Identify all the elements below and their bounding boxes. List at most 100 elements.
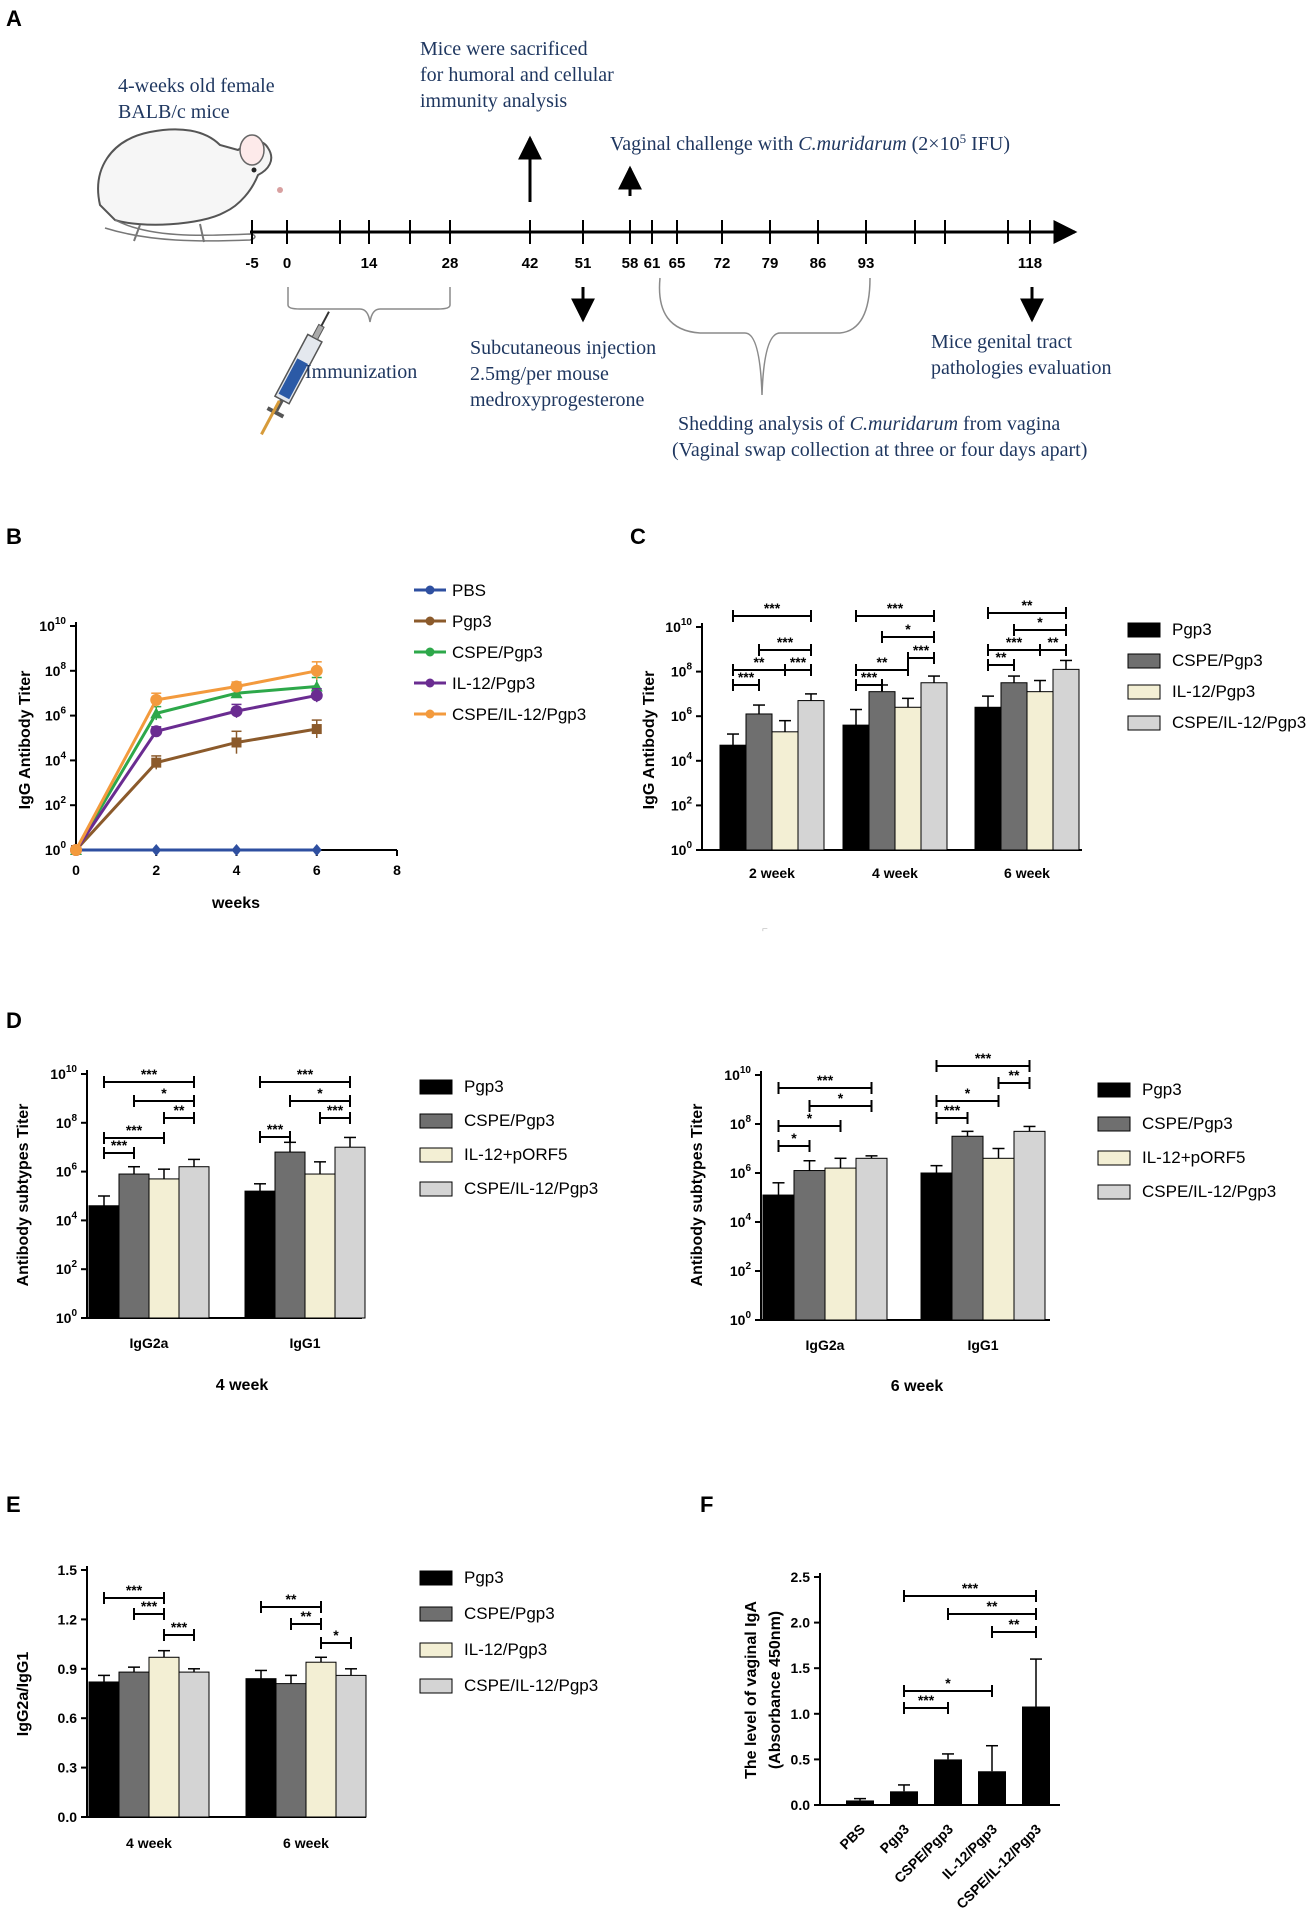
y-tick-base: 10 (671, 797, 687, 813)
significance-stars: ** (754, 654, 765, 670)
y-tick-exponent: 8 (71, 1113, 77, 1124)
pathology-text-2: pathologies evaluation (931, 357, 1112, 379)
legend-label: CSPE/IL-12/Pgp3 (464, 1676, 598, 1695)
legend-swatch-cspe-il-12-pgp3 (419, 1678, 453, 1694)
series-line-pgp3 (74, 727, 317, 852)
significance-stars: *** (171, 1619, 188, 1635)
x-tick-label: Pgp3 (877, 1821, 913, 1857)
legend-label: CSPE/Pgp3 (464, 1604, 555, 1623)
y-tick-exponent: 0 (745, 1310, 751, 1321)
significance-stars: *** (944, 1102, 961, 1118)
significance-stars: * (1037, 614, 1043, 630)
y-tick-exponent: 6 (71, 1162, 77, 1173)
x-tick-label: PBS (836, 1821, 868, 1853)
y-tick-base: 10 (730, 1214, 746, 1230)
y-tick-label: 102 (671, 795, 693, 813)
significance-stars: *** (764, 600, 781, 616)
significance-stars: *** (790, 654, 807, 670)
bar-cspe-il-12-pgp3 (1013, 1130, 1046, 1321)
timeline-tick-label: 58 (622, 255, 639, 272)
y-tick-exponent: 4 (60, 750, 66, 761)
y-tick-label: 102 (730, 1261, 752, 1279)
mouse-description-line2: BALB/c mice (118, 101, 230, 123)
bar-il-12-porf5 (148, 1178, 180, 1319)
y-tick-base: 10 (50, 1066, 66, 1082)
legend-marker (425, 709, 435, 719)
significance-stars: *** (141, 1066, 158, 1082)
significance-stars: *** (111, 1137, 128, 1153)
y-tick-base: 10 (45, 752, 61, 768)
y-axis-title: IgG Antibody Titer (641, 671, 658, 810)
significance-stars: * (161, 1085, 167, 1101)
y-tick-exponent: 4 (745, 1212, 751, 1223)
panel-label-b: B (6, 524, 22, 549)
y-tick-label: 0.5 (791, 1751, 811, 1767)
bar-cspe-pgp3 (745, 713, 773, 851)
legend-label: Pgp3 (464, 1077, 504, 1096)
legend-label: IL-12/Pgp3 (1172, 682, 1255, 701)
x-tick-label: IgG1 (289, 1335, 320, 1351)
bar-cspe-pgp3 (118, 1671, 150, 1818)
legend-label: CSPE/IL-12/Pgp3 (452, 705, 586, 724)
x-tick-label: 4 week (126, 1835, 172, 1851)
y-tick-label: 106 (45, 706, 67, 724)
y-tick-exponent: 10 (681, 617, 693, 628)
y-tick-label: 106 (56, 1162, 78, 1180)
bar-cspe-pgp3 (118, 1173, 150, 1319)
legend-label: CSPE/Pgp3 (464, 1111, 555, 1130)
x-tick-label: 6 week (1004, 865, 1050, 881)
significance-stars: *** (141, 1598, 158, 1614)
significance-stars: *** (975, 1050, 992, 1066)
significance-stars: * (905, 621, 911, 637)
y-tick-exponent: 8 (60, 661, 66, 672)
y-tick-base: 10 (56, 1310, 72, 1326)
significance-stars: *** (738, 669, 755, 685)
bar-cspe-il-12-pgp3 (178, 1166, 210, 1319)
timeline-tick-label: -5 (245, 255, 258, 272)
bar-cspe-pgp3 (951, 1135, 984, 1321)
significance-stars: *** (1006, 634, 1023, 650)
shedding-text-1: Shedding analysis of C.muridarum from va… (678, 413, 1060, 435)
significance-stars: *** (297, 1066, 314, 1082)
chart-caption: 6 week (891, 1378, 944, 1395)
bar-pgp3 (842, 724, 870, 851)
y-tick-exponent: 0 (686, 840, 692, 851)
legend-label: PBS (452, 581, 486, 600)
y-tick-exponent: 0 (71, 1308, 77, 1319)
y-tick-label: 2.5 (791, 1569, 811, 1585)
y-tick-label: 106 (730, 1163, 752, 1181)
significance-stars: *** (777, 634, 794, 650)
significance-stars: *** (861, 669, 878, 685)
bar-il-12-pgp3 (1026, 691, 1054, 851)
y-tick-base: 10 (671, 664, 687, 680)
data-point-cspe-il-12-pgp3 (310, 664, 323, 677)
significance-stars: *** (962, 1580, 979, 1596)
y-tick-label: 104 (730, 1212, 752, 1230)
y-tick-label: 108 (671, 662, 693, 680)
y-tick-exponent: 2 (745, 1261, 751, 1272)
legend-label: IL-12+pORF5 (1142, 1148, 1245, 1167)
legend-swatch-cspe-pgp3 (419, 1113, 453, 1129)
legend-swatch-cspe-pgp3 (1127, 653, 1161, 669)
x-tick-label: 8 (393, 862, 401, 878)
bar-il-12-porf5 (824, 1167, 857, 1321)
bar-cspe-il-12-pgp3 (797, 700, 825, 851)
y-tick-exponent: 2 (71, 1259, 77, 1270)
legend-swatch-cspe-pgp3 (1097, 1116, 1131, 1132)
sacrifice-text-3: immunity analysis (420, 90, 567, 112)
y-tick-label: 1010 (39, 616, 66, 634)
series-line-cspe-il-12-pgp3 (74, 669, 318, 851)
x-tick-label: 4 week (872, 865, 918, 881)
significance-stars: ** (1022, 597, 1033, 613)
y-tick-exponent: 4 (686, 751, 692, 762)
bar-pgp3 (762, 1194, 795, 1321)
bar-pgp3 (719, 744, 747, 851)
bar-cspe-il-12-pgp3 (178, 1671, 210, 1818)
injection-text-1: Subcutaneous injection (470, 337, 656, 359)
bar-pgp3 (974, 706, 1002, 851)
significance-stars: ** (286, 1591, 297, 1607)
